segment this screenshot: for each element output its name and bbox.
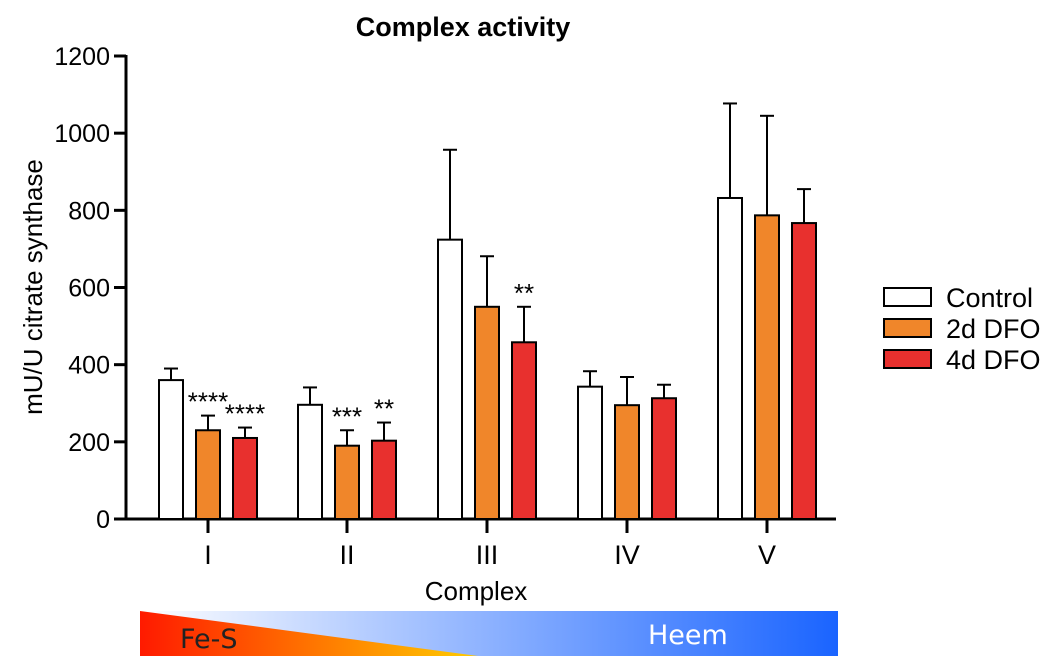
x-axis-label: Complex [425,576,528,606]
significance-label: ** [374,394,394,424]
bar [371,439,397,521]
x-tick-label: I [204,540,212,570]
significance-label: **** [225,399,265,429]
bar [474,305,500,520]
bars [158,196,817,521]
x-tick-label: III [476,540,499,570]
legend-swatch [883,349,932,369]
bar [437,238,463,520]
error-bars [164,102,811,446]
y-tick-label: 600 [68,275,110,303]
bar [614,404,640,520]
bar [791,222,817,520]
significance-label: ** [514,278,534,308]
legend-label: 2d DFO [946,314,1041,344]
legend-label: Control [946,283,1033,313]
bar [297,403,323,520]
iron-cluster-gradient-bar: Fe-S Heem [140,611,838,656]
x-axis: I II III IV V [125,517,836,570]
bar [511,341,537,520]
y-axis-label: mU/U citrate synthase [18,159,48,415]
y-tick-label: 1200 [54,43,110,71]
legend-swatch [883,287,932,307]
y-axis: 0 200 400 600 800 1000 1200 [54,43,128,534]
y-tick-label: 1000 [54,120,110,148]
bar [717,196,743,520]
significance-marks: ******** *** **** [188,278,534,431]
fe-s-gradient-wedge [140,611,478,656]
chart-title: Complex activity [356,12,571,42]
heem-label: Heem [648,620,728,651]
bar [577,385,603,521]
fe-s-label: Fe-S [180,624,238,655]
bar [195,429,221,520]
bar [754,214,780,521]
y-tick-label: 200 [68,429,110,457]
y-tick-label: 0 [96,506,110,534]
legend-swatch [883,318,932,338]
significance-label: *** [332,401,362,431]
significance-label: **** [188,387,228,417]
x-tick-label: IV [614,540,640,570]
legend-label: 4d DFO [946,345,1041,375]
x-tick-label: II [339,540,354,570]
bar [232,436,258,521]
y-tick-label: 800 [68,197,110,225]
bar [158,379,184,520]
y-tick-label: 400 [68,352,110,380]
x-tick-label: V [758,540,776,570]
bar [651,397,677,520]
bar [334,444,360,521]
